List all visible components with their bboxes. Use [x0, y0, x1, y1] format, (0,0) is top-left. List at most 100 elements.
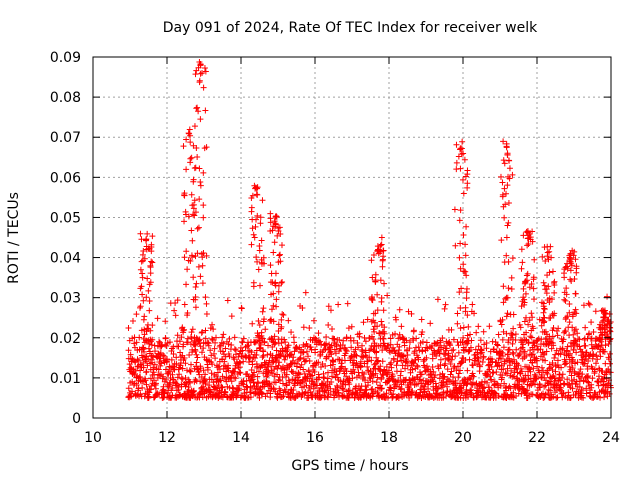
data-point	[398, 323, 405, 330]
data-point	[180, 341, 187, 348]
data-point	[200, 214, 207, 221]
data-point	[429, 363, 436, 370]
data-point	[148, 241, 155, 248]
data-point	[199, 394, 206, 401]
data-point	[524, 227, 531, 234]
data-point	[519, 259, 526, 266]
data-point	[580, 302, 587, 309]
data-point	[569, 356, 576, 363]
data-point	[457, 265, 464, 272]
data-point	[281, 336, 288, 343]
data-point	[228, 313, 235, 320]
data-point	[252, 223, 259, 230]
data-point	[235, 353, 242, 360]
data-point	[518, 246, 525, 253]
data-point	[546, 299, 553, 306]
data-point	[136, 334, 143, 341]
data-point	[237, 369, 244, 376]
data-points	[125, 58, 614, 401]
data-point	[248, 194, 255, 201]
data-point	[500, 328, 507, 335]
data-point	[355, 344, 362, 351]
data-point	[342, 381, 349, 388]
data-point	[283, 371, 290, 378]
data-point	[193, 280, 200, 287]
data-point	[500, 344, 507, 351]
data-point	[271, 341, 278, 348]
data-point	[529, 359, 536, 366]
data-point	[552, 351, 559, 358]
data-point	[280, 311, 287, 318]
data-point	[369, 274, 376, 281]
data-point	[525, 235, 532, 242]
data-point	[376, 330, 383, 337]
data-point	[524, 277, 531, 284]
data-point	[594, 356, 601, 363]
data-point	[247, 383, 254, 390]
data-point	[558, 374, 565, 381]
data-point	[550, 279, 557, 286]
data-point	[262, 326, 269, 333]
data-point	[588, 381, 595, 388]
data-point	[447, 361, 454, 368]
data-point	[185, 130, 192, 137]
data-point	[569, 324, 576, 331]
data-point	[478, 349, 485, 356]
data-point	[174, 332, 181, 339]
data-point	[463, 223, 470, 230]
data-point	[255, 368, 262, 375]
data-point	[291, 382, 298, 389]
data-point	[169, 384, 176, 391]
data-point	[274, 232, 281, 239]
data-point	[499, 372, 506, 379]
data-point	[266, 381, 273, 388]
data-point	[375, 357, 382, 364]
data-point	[166, 339, 173, 346]
data-point	[183, 136, 190, 143]
data-point	[197, 60, 204, 67]
data-point	[239, 347, 246, 354]
data-point	[473, 329, 480, 336]
data-point	[196, 196, 203, 203]
data-point	[551, 278, 558, 285]
data-point	[277, 258, 284, 265]
data-point	[378, 294, 385, 301]
data-point	[176, 371, 183, 378]
data-point	[203, 310, 210, 317]
data-point	[351, 357, 358, 364]
x-tick-label: 22	[528, 430, 546, 446]
data-point	[169, 371, 176, 378]
data-point	[467, 344, 474, 351]
data-point	[225, 362, 232, 369]
data-point	[272, 270, 279, 277]
data-point	[187, 368, 194, 375]
data-point	[457, 305, 464, 312]
data-point	[345, 387, 352, 394]
data-point	[529, 314, 536, 321]
data-point	[545, 256, 552, 263]
data-point	[454, 339, 461, 346]
data-point	[375, 246, 382, 253]
data-point	[485, 362, 492, 369]
data-point	[471, 310, 478, 317]
data-point	[251, 234, 258, 241]
data-point	[576, 369, 583, 376]
data-point	[521, 318, 528, 325]
data-point	[311, 368, 318, 375]
data-point	[406, 345, 413, 352]
data-point	[553, 382, 560, 389]
data-point	[330, 359, 337, 366]
data-point	[564, 260, 571, 267]
data-point	[599, 331, 606, 338]
data-point	[527, 333, 534, 340]
data-point	[196, 165, 203, 172]
data-point	[256, 394, 263, 401]
data-point	[493, 380, 500, 387]
data-point	[467, 389, 474, 396]
data-point	[539, 253, 546, 260]
data-point	[174, 297, 181, 304]
data-point	[541, 305, 548, 312]
data-point	[380, 372, 387, 379]
data-point	[125, 347, 132, 354]
data-point	[567, 394, 574, 401]
